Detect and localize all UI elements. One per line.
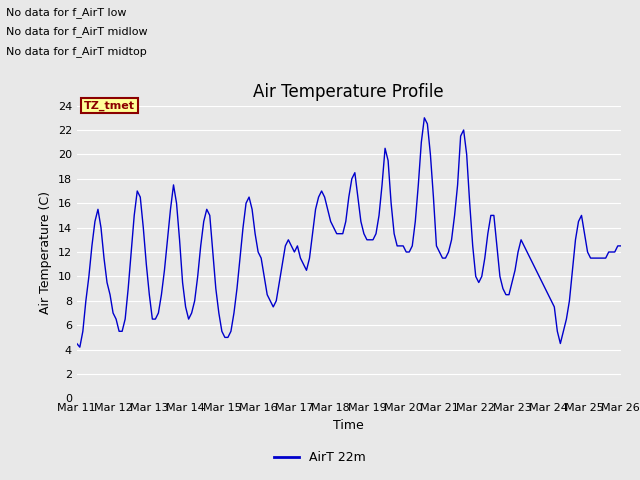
Text: TZ_tmet: TZ_tmet [84, 100, 135, 111]
Text: No data for f_AirT midtop: No data for f_AirT midtop [6, 46, 147, 57]
Legend: AirT 22m: AirT 22m [269, 446, 371, 469]
Text: No data for f_AirT midlow: No data for f_AirT midlow [6, 26, 148, 37]
Text: No data for f_AirT low: No data for f_AirT low [6, 7, 127, 18]
X-axis label: Time: Time [333, 419, 364, 432]
Y-axis label: Air Temperature (C): Air Temperature (C) [39, 191, 52, 313]
Title: Air Temperature Profile: Air Temperature Profile [253, 83, 444, 101]
